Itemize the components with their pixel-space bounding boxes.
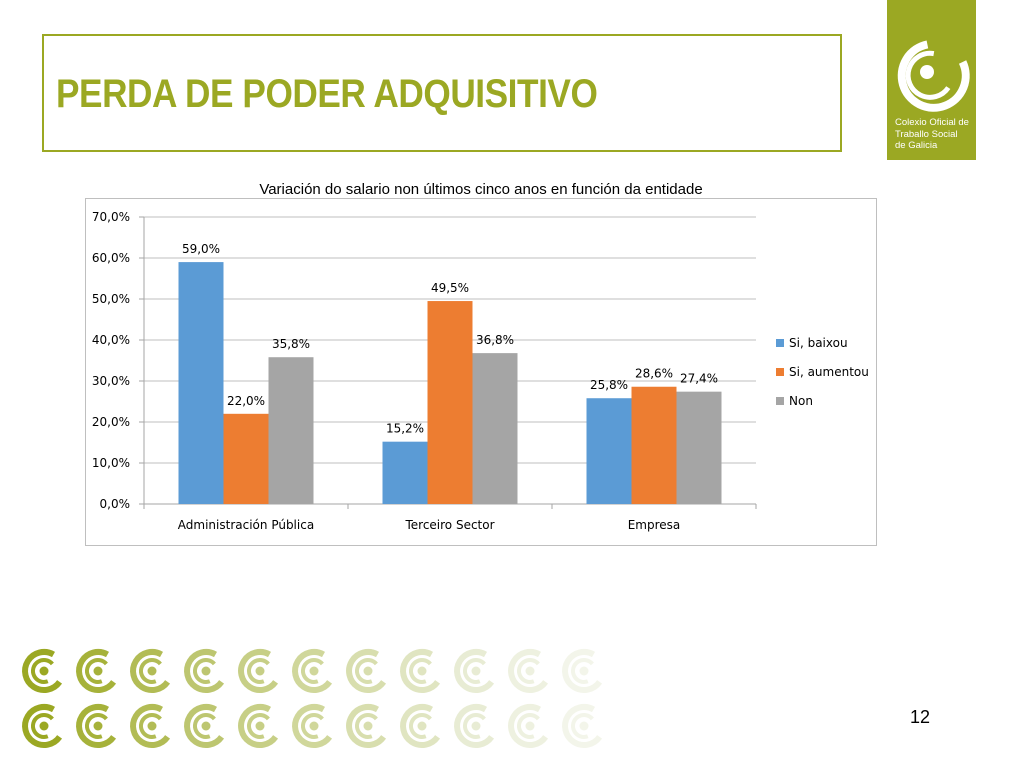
x-tick-label: Terceiro Sector (404, 518, 494, 532)
decorative-logo-icon (130, 703, 171, 748)
data-label: 36,8% (476, 333, 514, 347)
decorative-logo-icon (292, 703, 333, 748)
decorative-logo-icon (400, 703, 441, 748)
decorative-logo-icon (130, 648, 171, 693)
data-label: 35,8% (272, 337, 310, 351)
logo-text-line: Colexio Oficial de (895, 117, 969, 128)
data-label: 59,0% (182, 242, 220, 256)
logo-text-line: de Galicia (895, 140, 938, 151)
decorative-logo-icon (22, 703, 63, 748)
decorative-logo-icon (454, 703, 495, 748)
bar (223, 413, 269, 504)
logo-text-line: Traballo Social (895, 128, 958, 140)
legend-label: Si, baixou (789, 336, 848, 350)
page-title: PERDA DE PODER ADQUISITIVO (56, 72, 598, 116)
logo-block: Colexio Oficial de Traballo Social de Ga… (887, 0, 976, 160)
decorative-logo-icon (238, 703, 279, 748)
x-tick-label: Administración Pública (178, 518, 314, 532)
data-label: 22,0% (227, 394, 265, 408)
bar (268, 357, 314, 504)
decorative-logo-icon (184, 703, 225, 748)
bar (631, 386, 677, 504)
logo-text: Colexio Oficial de Traballo Social de Ga… (895, 117, 975, 152)
decorative-logo-icon (346, 648, 387, 693)
page-number: 12 (910, 707, 931, 727)
bar (586, 398, 632, 504)
decorative-logo-icon (346, 703, 387, 748)
chart-title: Variación do salario non últimos cinco a… (259, 181, 703, 198)
y-tick-label: 30,0% (92, 374, 130, 388)
decorative-logo-icon (508, 648, 549, 693)
y-tick-label: 50,0% (92, 292, 130, 306)
x-tick-label: Empresa (628, 518, 681, 532)
y-tick-label: 40,0% (92, 333, 130, 347)
decorative-logo-icon (562, 703, 603, 748)
data-label: 27,4% (680, 372, 718, 386)
y-tick-label: 10,0% (92, 456, 130, 470)
data-label: 25,8% (590, 378, 628, 392)
bar (472, 353, 518, 504)
title-box: PERDA DE PODER ADQUISITIVO (42, 34, 842, 152)
chart-frame: 0,0% 10,0% 20,0% 30,0% 40,0% 50,0% 60,0% 70,0% 5… (85, 198, 877, 546)
decorative-logo-icon (400, 648, 441, 693)
decorative-logo-icon (562, 648, 603, 693)
decorative-logo-icon (76, 648, 117, 693)
y-tick-label: 20,0% (92, 415, 130, 429)
decorative-logo-icon (238, 648, 279, 693)
data-label: 28,6% (635, 367, 673, 381)
bar (382, 441, 428, 504)
decorative-logo-pattern (22, 648, 603, 748)
decorative-logo-icon (76, 703, 117, 748)
legend-label: Non (789, 394, 813, 408)
bar (427, 301, 473, 504)
data-label: 15,2% (386, 422, 424, 436)
bar (178, 262, 224, 504)
legend-swatch (776, 397, 784, 405)
y-tick-label: 70,0% (92, 210, 130, 224)
data-label: 49,5% (431, 281, 469, 295)
legend-swatch (776, 339, 784, 347)
bar (676, 391, 722, 504)
legend-label: Si, aumentou (789, 365, 869, 379)
decorative-logo-icon (292, 648, 333, 693)
y-tick-label: 0,0% (100, 497, 131, 511)
logo-icon (897, 40, 970, 112)
decorative-logo-icon (454, 648, 495, 693)
bar-chart: 0,0% 10,0% 20,0% 30,0% 40,0% 50,0% 60,0% 70,0% 5… (92, 210, 869, 532)
legend-swatch (776, 368, 784, 376)
decorative-logo-icon (508, 703, 549, 748)
y-tick-label: 60,0% (92, 251, 130, 265)
decorative-logo-icon (184, 648, 225, 693)
decorative-logo-icon (22, 648, 63, 693)
